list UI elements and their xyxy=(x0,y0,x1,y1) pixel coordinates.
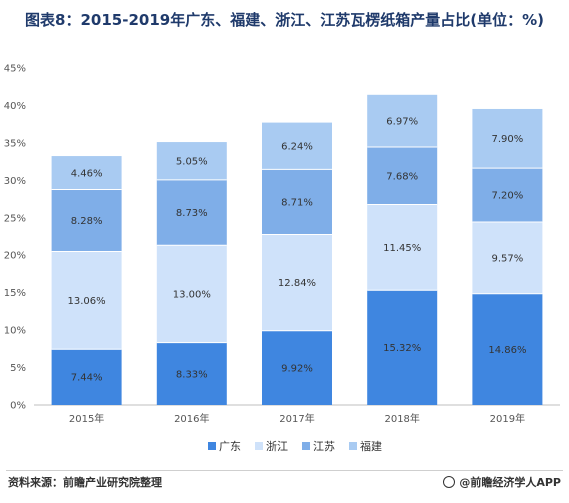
bar-segment xyxy=(472,168,543,223)
bar-segment xyxy=(472,293,543,405)
brand-text: @前瞻经济学人APP xyxy=(459,476,561,489)
legend-swatch xyxy=(208,442,216,450)
x-tick-label: 2016年 xyxy=(174,412,209,425)
data-label: 6.24% xyxy=(281,141,313,152)
data-label: 8.33% xyxy=(176,369,208,380)
y-tick-label: 30% xyxy=(4,176,26,187)
bar-segment xyxy=(367,204,438,291)
brand-logo-icon xyxy=(443,476,456,488)
data-label: 14.86% xyxy=(488,345,526,356)
data-label: 9.92% xyxy=(281,363,313,374)
bar-segment xyxy=(156,245,227,343)
legend-swatch xyxy=(349,442,357,450)
legend-swatch xyxy=(255,442,263,450)
footer-divider xyxy=(6,470,563,471)
bar-segment xyxy=(262,330,332,405)
bar-segment xyxy=(51,189,122,252)
bar-segment xyxy=(156,142,227,180)
source-note: 资料来源：前瞻产业研究院整理 xyxy=(8,476,162,489)
data-label: 7.68% xyxy=(386,171,418,182)
data-label: 7.44% xyxy=(71,373,103,384)
legend-label: 江苏 xyxy=(313,440,335,453)
legend-swatch xyxy=(302,442,310,450)
y-tick-label: 10% xyxy=(4,326,26,337)
bar-segment xyxy=(51,251,122,350)
data-label: 15.32% xyxy=(383,343,421,354)
data-label: 12.84% xyxy=(278,278,316,289)
x-tick-label: 2017年 xyxy=(279,412,314,425)
x-tick-label: 2019年 xyxy=(490,412,525,425)
data-label: 8.28% xyxy=(71,216,103,227)
data-label: 13.06% xyxy=(68,296,106,307)
x-tick-label: 2018年 xyxy=(384,412,419,425)
data-label: 7.20% xyxy=(492,191,524,202)
bar-segment xyxy=(367,147,438,205)
y-tick-label: 25% xyxy=(4,213,26,224)
data-label: 8.71% xyxy=(281,197,313,208)
data-label: 7.90% xyxy=(492,134,524,145)
bar-segment xyxy=(472,108,543,169)
data-label: 8.73% xyxy=(176,208,208,219)
data-label: 11.45% xyxy=(383,243,421,254)
chart-title: 图表8：2015-2019年广东、福建、浙江、江苏瓦楞纸箱产量占比(单位：%) xyxy=(25,11,544,29)
y-tick-label: 0% xyxy=(10,401,26,412)
bar-segment xyxy=(367,94,438,148)
data-label: 13.00% xyxy=(173,289,211,300)
y-tick-label: 15% xyxy=(4,288,26,299)
data-label: 9.57% xyxy=(492,253,524,264)
bar-segment xyxy=(156,179,227,246)
data-label: 4.46% xyxy=(71,168,103,179)
y-tick-label: 40% xyxy=(4,101,26,112)
data-label: 6.97% xyxy=(386,116,418,127)
x-tick-label: 2015年 xyxy=(69,412,104,425)
data-label: 5.05% xyxy=(176,156,208,167)
bar-segment xyxy=(51,349,122,405)
legend-label: 浙江 xyxy=(266,440,288,453)
legend-label: 福建 xyxy=(360,439,382,453)
y-tick-label: 5% xyxy=(10,363,26,374)
stacked-bar-chart: 0% 5% 10% 15% 20% 25% 30% 35% 40% 45% 7.44% 13.06% 8… xyxy=(4,64,560,453)
bar-segment xyxy=(156,342,227,405)
bar-segment xyxy=(262,122,332,170)
y-tick-label: 45% xyxy=(4,64,26,75)
brand-credit: @前瞻经济学人APP xyxy=(443,474,561,490)
bar-segment xyxy=(262,169,332,235)
bar-segment xyxy=(51,156,122,190)
bar-segment xyxy=(367,290,438,405)
y-tick-label: 20% xyxy=(4,251,26,262)
bar-segment xyxy=(472,222,543,294)
legend-label: 广东 xyxy=(219,440,241,453)
y-tick-label: 35% xyxy=(4,138,26,149)
bar-segment xyxy=(262,234,332,331)
